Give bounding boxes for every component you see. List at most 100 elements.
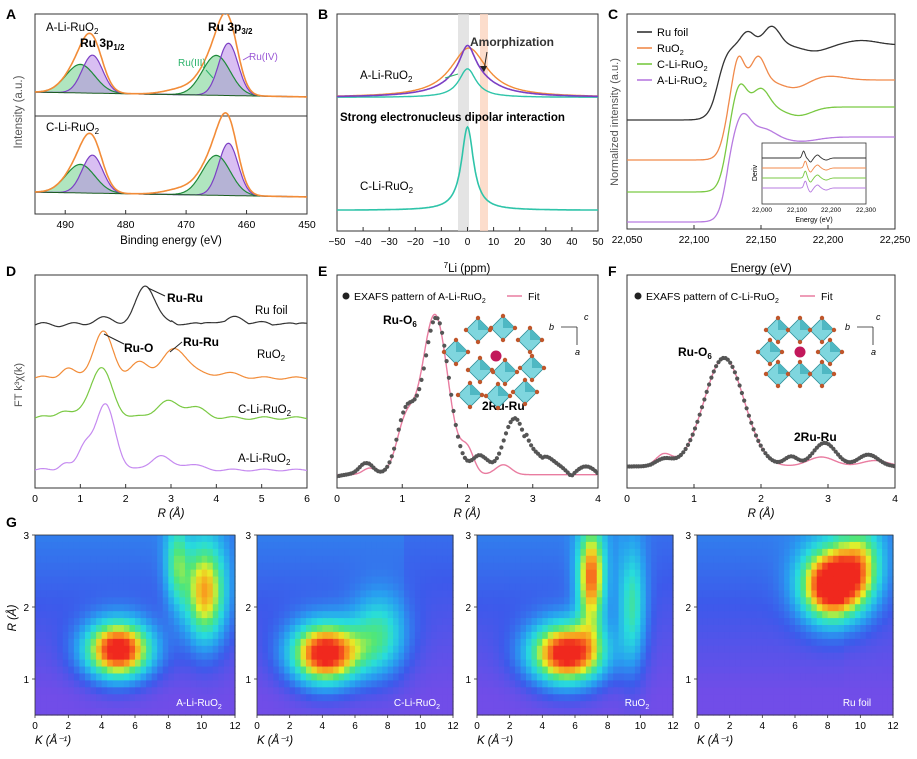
panel-g-cell (498, 597, 505, 605)
panel-g-cell (640, 548, 647, 557)
panel-g-cell (79, 569, 86, 578)
panel-g-cell (79, 687, 86, 695)
panel-g-cell (844, 645, 851, 654)
panel-g-cell (311, 555, 318, 564)
panel-g-cell (365, 687, 372, 695)
panel-g-y-tick-label: 2 (245, 603, 251, 614)
panel-g-cell (822, 687, 829, 695)
panel-g-cell (569, 535, 576, 543)
panel-g-cell (789, 625, 796, 633)
panel-g-cell (651, 645, 658, 654)
panel-g-cell (404, 680, 411, 688)
panel-g-cell (57, 659, 64, 668)
panel-g-cell (223, 680, 231, 688)
panel-g-cell (860, 701, 867, 709)
panel-g-cell (773, 694, 780, 702)
panel-g-cell (607, 694, 614, 702)
panel-g-cell (662, 673, 669, 681)
panel-g-cell (360, 562, 367, 571)
panel-g-cell (306, 590, 313, 598)
panel-g-cell (553, 708, 560, 716)
panel-g-cell (123, 569, 131, 578)
panel-g-cell (135, 541, 142, 550)
panel-g-cell (409, 687, 416, 695)
panel-g-cell (118, 548, 125, 557)
panel-g-cell (865, 666, 872, 675)
panel-g-cell (596, 631, 603, 640)
panel-g-x-tick-label: 4 (99, 721, 105, 732)
panel-g-cell (344, 701, 351, 709)
panel-g-cell (713, 625, 720, 633)
panel-g-cell (107, 701, 114, 709)
panel-g-cell (575, 618, 582, 626)
panel-g-cell (300, 687, 307, 695)
panel-g-cell (393, 694, 400, 702)
panel-g-cell (773, 590, 780, 598)
panel-g-cell (854, 687, 861, 695)
panel-g-cell (168, 583, 175, 591)
panel-g-cell (713, 666, 720, 675)
panel-g-cell (876, 659, 883, 668)
panel-g-cell (201, 638, 208, 647)
panel-g-cell (316, 666, 323, 675)
panel-g-cell (355, 590, 362, 598)
panel-g-cell (613, 652, 620, 661)
panel-g-cell (387, 659, 394, 668)
panel-g-cell (487, 687, 494, 695)
panel-g-cell (73, 701, 81, 709)
panel-g-cell (207, 555, 214, 564)
panel-g-cell (520, 680, 527, 688)
panel-g-cell (284, 597, 291, 605)
panel-g-cell (854, 611, 861, 619)
panel-g-cell (349, 631, 356, 640)
panel-g-cell (767, 652, 774, 661)
panel-b-band-orange (480, 14, 488, 231)
panel-g-cell (51, 618, 58, 626)
panel-g-cell (376, 590, 383, 598)
panel-g-cell (767, 631, 774, 640)
panel-g-cell (585, 569, 592, 578)
panel-g-cell (740, 604, 747, 612)
panel-g-cell (295, 631, 302, 640)
panel-g-cell (68, 708, 75, 716)
panel-g-cell (740, 590, 747, 598)
panel-g-cell (101, 618, 108, 626)
panel-e-crystal-oxygen-atom (483, 393, 489, 399)
panel-g-cell (667, 652, 674, 661)
panel-e-data-point (401, 410, 406, 415)
panel-g-cell (624, 597, 631, 605)
panel-g-cell (844, 604, 851, 612)
panel-g-cell (409, 694, 416, 702)
panel-g-cell (569, 680, 576, 688)
panel-c-inset-tick-3: 22,300 (856, 207, 876, 214)
panel-g-cell (860, 590, 867, 598)
panel-g-cell (596, 604, 603, 612)
panel-g-cell (602, 680, 609, 688)
panel-g-cell (414, 645, 421, 654)
panel-g-cell (344, 708, 351, 716)
panel-g-cell (355, 701, 362, 709)
panel-g-cell (795, 555, 802, 564)
panel-g-cell (218, 701, 225, 709)
panel-g-cell (833, 611, 840, 619)
panel-g-y-tick-label: 3 (245, 531, 251, 542)
panel-g-x-tick-label: 10 (196, 721, 208, 732)
panel-g-cell (547, 680, 554, 688)
panel-g-cell (338, 708, 345, 716)
panel-g-cell (778, 555, 785, 564)
panel-g-cell (151, 541, 158, 550)
panel-g-cell (822, 694, 829, 702)
panel-g-cell (398, 673, 405, 681)
panel-g-cell (697, 687, 704, 695)
panel-g-cell (656, 652, 663, 661)
panel-g-cell (398, 625, 405, 633)
panel-g-cell (651, 535, 658, 543)
panel-g-cell (129, 687, 136, 695)
panel-g-cell (520, 618, 527, 626)
panel-g-cell (553, 680, 560, 688)
panel-g-cell (273, 638, 280, 647)
panel-g-cell (273, 562, 280, 571)
panel-g-cell (542, 576, 549, 585)
panel-g-cell (724, 555, 731, 564)
panel-g-cell (316, 708, 323, 716)
